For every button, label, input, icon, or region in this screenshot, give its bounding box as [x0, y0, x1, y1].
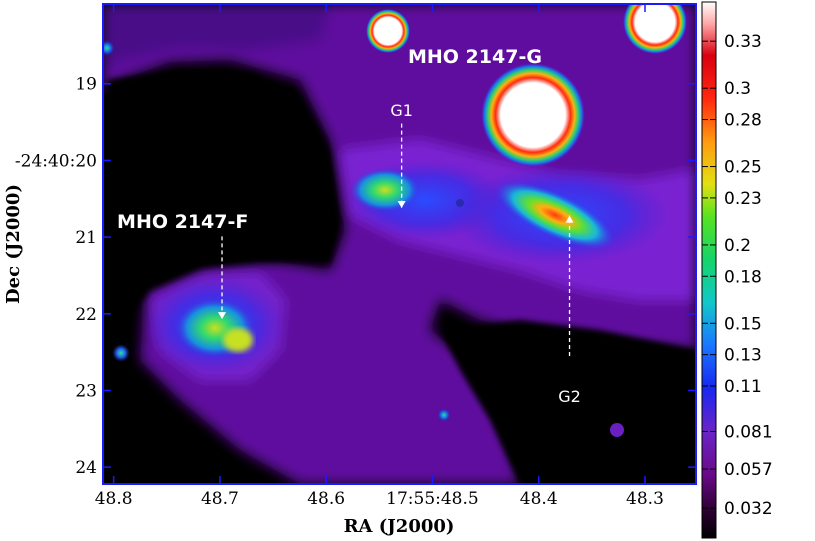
y-tick-label: 21	[75, 228, 97, 248]
colorbar	[701, 1, 717, 539]
colorbar-tick-label: 0.2	[724, 236, 751, 256]
colorbar-tick-label: 0.33	[724, 32, 762, 52]
x-tick-label: 48.3	[626, 489, 664, 509]
x-axis: 48.8 48.7 48.6 17:55:48.5 48.4 48.3	[95, 4, 664, 509]
star-top	[366, 9, 410, 53]
x-tick-label: 17:55:48.5	[386, 489, 479, 509]
colorbar-tick-label: 0.25	[724, 158, 762, 178]
colorbar-tick-label: 0.3	[724, 79, 751, 99]
annotation-label: MHO 2147-G	[408, 46, 542, 68]
annotation-label: G2	[558, 387, 581, 406]
star-edge	[103, 40, 115, 56]
y-axis: 19 -24:40:20 21 22 23 24	[15, 75, 696, 478]
y-axis-title: Dec (J2000)	[3, 184, 24, 304]
colorbar-tick-label: 0.28	[724, 111, 762, 131]
y-tick-label: 24	[75, 458, 97, 478]
y-tick-label: 19	[75, 75, 97, 95]
colorbar-tick-label: 0.081	[724, 422, 773, 442]
x-axis-title: RA (J2000)	[344, 516, 455, 537]
annotations: MHO 2147-G MHO 2147-F G1 G2	[117, 46, 581, 406]
x-tick-label: 48.6	[307, 489, 345, 509]
colorbar-ticks: 0.032 0.057 0.081 0.11 0.13 0.15 0.18 0.2 0.23 0.…	[702, 32, 773, 519]
star-left	[112, 344, 130, 362]
colorbar-tick-label: 0.18	[724, 267, 762, 287]
x-tick-label: 48.8	[95, 489, 133, 509]
colorbar-tick-label: 0.15	[724, 314, 762, 334]
g2-knot	[495, 181, 615, 249]
emission-image	[103, 4, 696, 484]
arrows	[218, 123, 574, 356]
x-tick-label: 48.7	[201, 489, 239, 509]
y-tick-label: 23	[75, 381, 97, 401]
plot-frame	[102, 3, 697, 485]
colorbar-tick-label: 0.11	[724, 377, 762, 397]
annotation-label: G1	[390, 101, 413, 120]
star-top-right	[623, 4, 687, 54]
dark-regions	[108, 70, 696, 484]
colorbar-tick-label: 0.13	[724, 346, 762, 366]
f-arrow-head	[218, 312, 227, 320]
x-tick-label: 48.4	[520, 489, 558, 509]
colorbar-tick-label: 0.23	[724, 189, 762, 209]
y-tick-label: 22	[75, 305, 97, 325]
g2-arrow-head	[565, 215, 574, 223]
star-bottom-right	[610, 423, 624, 437]
colorbar-tick-label: 0.057	[724, 460, 773, 480]
g1-knot	[350, 168, 420, 212]
knot-small	[456, 199, 464, 207]
star-bottom	[437, 408, 451, 422]
f-knot-peak	[223, 328, 253, 352]
bright-star	[481, 63, 585, 167]
g1-arrow-head	[397, 200, 406, 208]
colorbar-tick-label: 0.032	[724, 499, 773, 519]
y-tick-label: -24:40:20	[15, 151, 97, 171]
annotation-label: MHO 2147-F	[117, 211, 248, 233]
